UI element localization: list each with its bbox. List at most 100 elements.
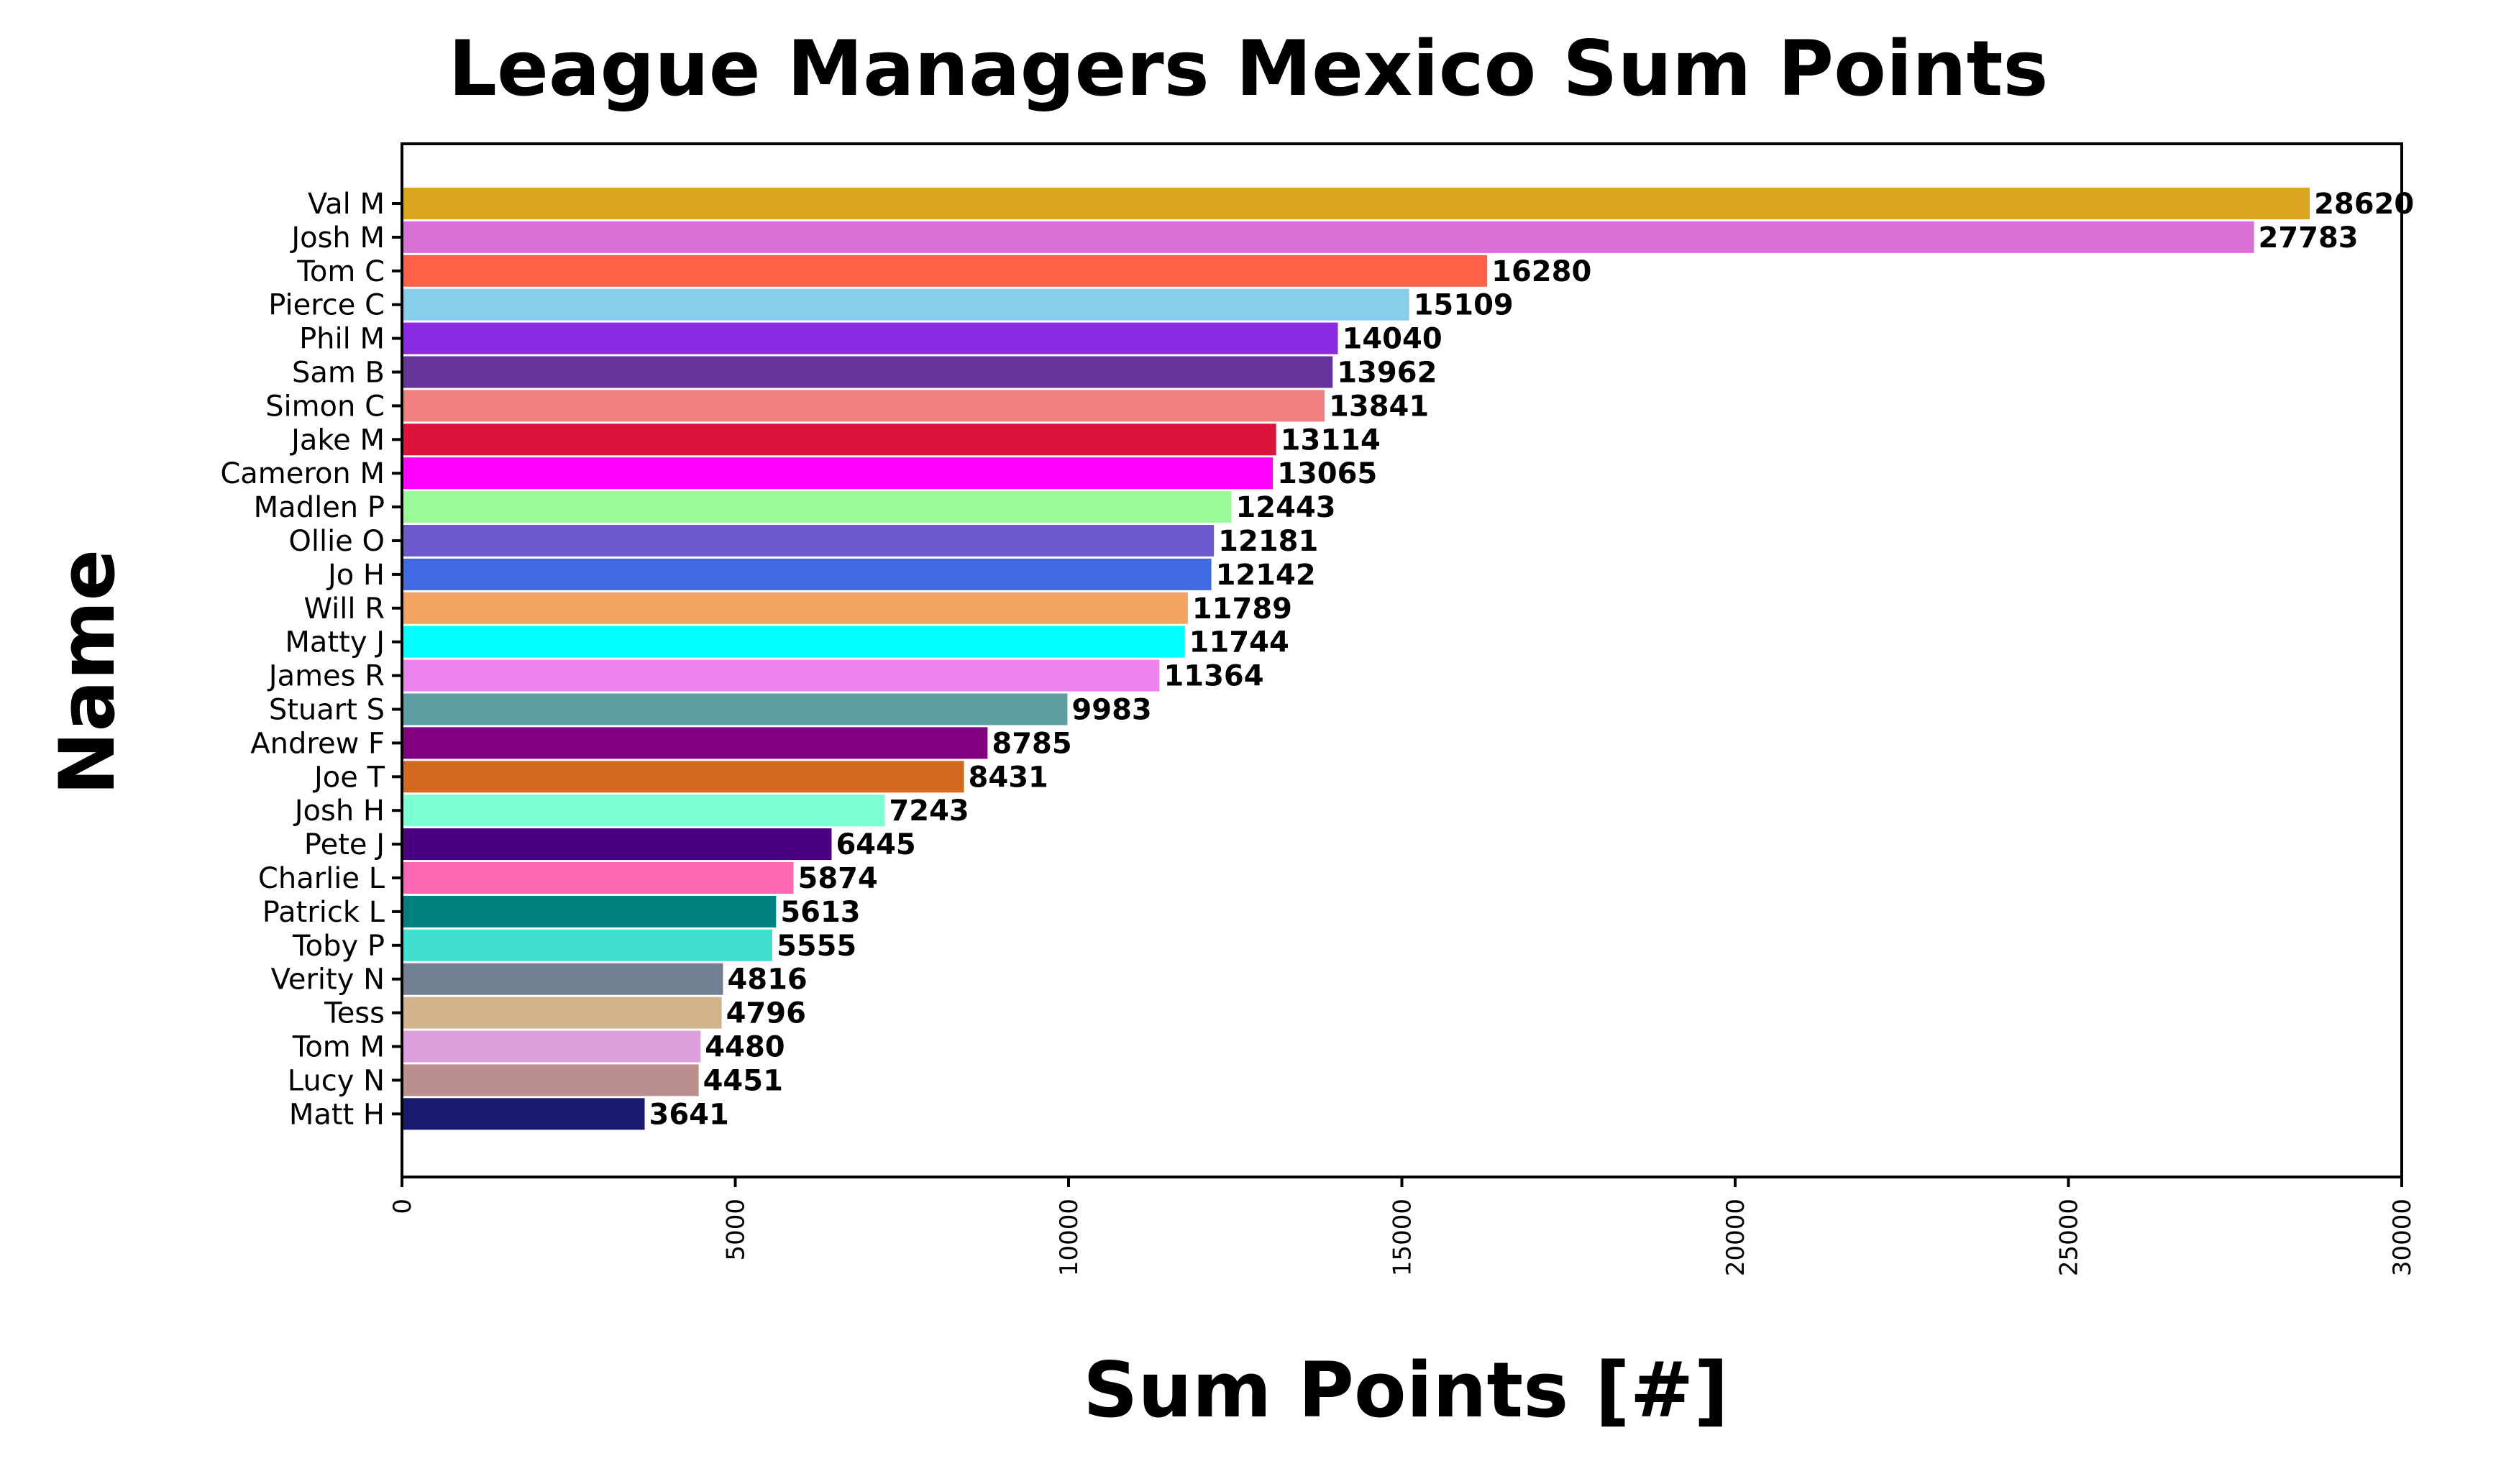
category-label-josh-m: Josh M: [289, 221, 385, 255]
category-label-verity-n: Verity N: [271, 963, 385, 997]
category-label-tom-c: Tom C: [296, 255, 385, 288]
bars-layer: [402, 188, 2310, 1130]
bar-jo-h: [402, 558, 1212, 590]
y-axis-label: Name: [43, 549, 132, 796]
category-label-madlen-p: Madlen P: [254, 491, 385, 524]
bar-josh-m: [402, 221, 2254, 253]
category-label-pete-j: Pete J: [304, 828, 385, 861]
value-label-tess: 4796: [726, 997, 806, 1030]
value-label-tom-c: 16280: [1491, 255, 1591, 288]
bar-sam-b: [402, 356, 1333, 388]
value-label-cameron-m: 13065: [1277, 457, 1377, 490]
x-tick-label-5000: 5000: [722, 1199, 751, 1261]
category-label-phil-m: Phil M: [299, 323, 385, 356]
category-label-tess: Tess: [324, 997, 385, 1030]
bar-james-r: [402, 659, 1160, 692]
value-label-josh-m: 27783: [2258, 221, 2358, 255]
bar-simon-c: [402, 390, 1325, 422]
x-tick-label-30000: 30000: [2388, 1199, 2417, 1276]
value-label-toby-p: 5555: [777, 930, 856, 963]
bar-jake-m: [402, 423, 1276, 456]
value-label-val-m: 28620: [2314, 188, 2414, 221]
bar-andrew-f: [402, 727, 988, 759]
plot-frame: [401, 142, 2403, 1178]
bar-charlie-l: [402, 862, 794, 894]
category-label-cameron-m: Cameron M: [220, 457, 385, 490]
bar-pete-j: [402, 828, 832, 861]
value-label-matt-h: 3641: [649, 1098, 729, 1131]
value-label-madlen-p: 12443: [1235, 491, 1335, 524]
bar-matt-h: [402, 1098, 645, 1130]
value-label-joe-t: 8431: [969, 761, 1048, 794]
value-label-jo-h: 12142: [1216, 559, 1316, 592]
category-label-val-m: Val M: [308, 188, 385, 221]
bar-tom-m: [402, 1030, 701, 1063]
value-label-josh-h: 7243: [889, 794, 969, 828]
chart-title: League Managers Mexico Sum Points: [448, 24, 2048, 113]
value-label-phil-m: 14040: [1343, 323, 1442, 356]
bar-josh-h: [402, 794, 885, 827]
category-label-joe-t: Joe T: [312, 761, 385, 794]
x-axis: 0 5000 10000 15000 20000 25000 30000: [388, 1177, 2417, 1276]
bar-patrick-l: [402, 895, 777, 927]
bar-pierce-c: [402, 288, 1409, 321]
bar-matty-j: [402, 626, 1185, 658]
category-label-ollie-o: Ollie O: [288, 525, 385, 558]
value-label-lucy-n: 4451: [703, 1064, 783, 1097]
x-tick-label-25000: 25000: [2055, 1199, 2084, 1276]
value-label-pierce-c: 15109: [1414, 289, 1514, 322]
value-label-james-r: 11364: [1163, 660, 1263, 693]
category-label-jake-m: Jake M: [289, 423, 385, 457]
bar-madlen-p: [402, 491, 1232, 523]
bar-stuart-s: [402, 693, 1068, 725]
value-label-verity-n: 4816: [727, 963, 807, 997]
category-label-simon-c: Simon C: [265, 390, 385, 423]
bar-toby-p: [402, 929, 772, 961]
category-label-tom-m: Tom M: [292, 1031, 385, 1064]
bar-tom-c: [402, 255, 1488, 287]
x-tick-label-20000: 20000: [1721, 1199, 1750, 1276]
category-label-patrick-l: Patrick L: [262, 896, 385, 929]
category-label-will-r: Will R: [303, 592, 385, 626]
value-label-will-r: 11789: [1192, 592, 1292, 626]
x-tick-label-15000: 15000: [1389, 1199, 1417, 1276]
bar-ollie-o: [402, 525, 1215, 556]
category-label-jo-h: Jo H: [326, 559, 385, 592]
bar-joe-t: [402, 761, 964, 793]
value-label-stuart-s: 9983: [1071, 694, 1151, 727]
value-label-andrew-f: 8785: [992, 727, 1071, 760]
bar-lucy-n: [402, 1064, 699, 1096]
category-label-matty-j: Matty J: [285, 626, 385, 659]
bar-phil-m: [402, 322, 1338, 354]
category-label-lucy-n: Lucy N: [288, 1064, 385, 1097]
category-label-stuart-s: Stuart S: [269, 694, 385, 727]
category-label-charlie-l: Charlie L: [258, 862, 385, 895]
value-label-tom-m: 4480: [705, 1031, 785, 1064]
bar-will-r: [402, 592, 1188, 624]
category-label-toby-p: Toby P: [292, 930, 385, 963]
value-label-matty-j: 11744: [1189, 626, 1289, 659]
value-label-charlie-l: 5874: [798, 862, 878, 895]
value-label-jake-m: 13114: [1281, 423, 1381, 457]
value-label-ollie-o: 12181: [1218, 525, 1318, 558]
bar-cameron-m: [402, 457, 1273, 490]
value-label-simon-c: 13841: [1329, 390, 1429, 423]
bar-val-m: [402, 188, 2310, 219]
category-label-sam-b: Sam B: [292, 357, 385, 390]
value-label-sam-b: 13962: [1337, 357, 1437, 390]
bar-verity-n: [402, 963, 723, 995]
x-tick-label-0: 0: [388, 1199, 417, 1214]
category-label-andrew-f: Andrew F: [250, 727, 385, 760]
x-tick-label-10000: 10000: [1055, 1199, 1084, 1276]
category-label-pierce-c: Pierce C: [268, 289, 385, 322]
value-label-patrick-l: 5613: [780, 896, 860, 929]
x-axis-label: Sum Points [#]: [1083, 1346, 1729, 1434]
bar-tess: [402, 997, 722, 1029]
category-label-james-r: James R: [267, 660, 385, 693]
category-label-matt-h: Matt H: [289, 1098, 385, 1131]
value-label-pete-j: 6445: [836, 828, 915, 861]
category-label-josh-h: Josh H: [293, 794, 385, 828]
